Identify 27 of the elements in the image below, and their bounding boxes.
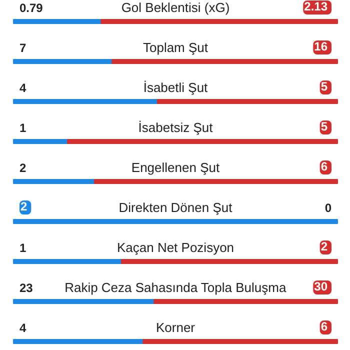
data-label: 2 bbox=[20, 161, 26, 175]
category-label: Kaçan Net Pozisyon bbox=[116, 240, 234, 255]
data-label: 2.13 bbox=[304, 0, 328, 14]
data-label: 7 bbox=[20, 41, 26, 55]
category-label: Korner bbox=[156, 320, 196, 335]
data-label: 6 bbox=[320, 160, 328, 174]
category-label: Direkten Dönen Şut bbox=[118, 200, 233, 215]
data-label: 16 bbox=[314, 40, 328, 54]
data-label: 1 bbox=[20, 241, 26, 255]
data-label: 4 bbox=[20, 81, 26, 95]
data-label: 1 bbox=[20, 121, 26, 135]
data-label: 0.79 bbox=[20, 1, 44, 15]
category-label: Toplam Şut bbox=[142, 40, 208, 55]
data-label: 30 bbox=[314, 280, 328, 294]
data-label: 2 bbox=[20, 200, 28, 214]
data-label: 2 bbox=[320, 240, 328, 254]
category-label: İsabetsiz Şut bbox=[138, 120, 214, 135]
category-label: Gol Beklentisi (xG) bbox=[121, 0, 230, 15]
data-label: 4 bbox=[20, 321, 26, 335]
category-label: İsabetli Şut bbox=[143, 80, 208, 95]
data-label: 6 bbox=[320, 320, 328, 334]
category-label: Rakip Ceza Sahasında Topla Buluşma bbox=[64, 280, 287, 295]
data-label: 5 bbox=[320, 120, 328, 134]
data-label: 23 bbox=[20, 281, 34, 295]
category-label: Engellenen Şut bbox=[131, 160, 220, 175]
data-label: 0 bbox=[324, 201, 332, 215]
data-label: 5 bbox=[320, 80, 328, 94]
